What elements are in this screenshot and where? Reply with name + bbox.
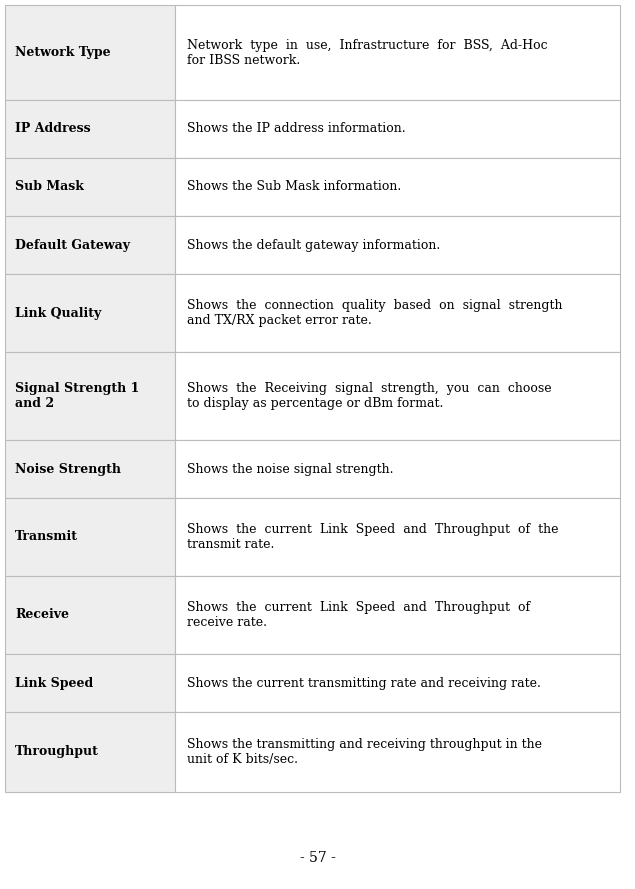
Bar — [5, 352, 175, 440]
Text: Receive: Receive — [15, 608, 69, 621]
Bar — [175, 440, 620, 498]
Bar — [175, 712, 620, 792]
Bar — [5, 158, 175, 216]
Bar — [5, 274, 175, 352]
Bar — [5, 440, 175, 498]
Text: Link Quality: Link Quality — [15, 307, 101, 319]
Text: Noise Strength: Noise Strength — [15, 462, 121, 476]
Bar — [5, 712, 175, 792]
Text: Throughput: Throughput — [15, 746, 99, 758]
Bar — [175, 498, 620, 576]
Text: Shows the IP address information.: Shows the IP address information. — [187, 123, 406, 135]
Text: Shows  the  connection  quality  based  on  signal  strength
and TX/RX packet er: Shows the connection quality based on si… — [187, 299, 563, 327]
Bar — [175, 216, 620, 274]
Bar — [175, 5, 620, 100]
Bar — [175, 158, 620, 216]
Text: Network Type: Network Type — [15, 46, 110, 59]
Text: Shows the current transmitting rate and receiving rate.: Shows the current transmitting rate and … — [187, 677, 541, 690]
Bar — [175, 576, 620, 654]
Bar — [5, 576, 175, 654]
Text: Shows the transmitting and receiving throughput in the
unit of K bits/sec.: Shows the transmitting and receiving thr… — [187, 738, 542, 766]
Bar — [5, 100, 175, 158]
Text: Shows the default gateway information.: Shows the default gateway information. — [187, 238, 440, 252]
Bar — [5, 498, 175, 576]
Bar — [175, 100, 620, 158]
Bar — [175, 274, 620, 352]
Text: Sub Mask: Sub Mask — [15, 180, 84, 194]
Bar — [175, 352, 620, 440]
Text: Shows the Sub Mask information.: Shows the Sub Mask information. — [187, 180, 401, 194]
Bar — [5, 216, 175, 274]
Text: Shows  the  Receiving  signal  strength,  you  can  choose
to display as percent: Shows the Receiving signal strength, you… — [187, 382, 552, 410]
Bar — [5, 5, 175, 100]
Text: Network  type  in  use,  Infrastructure  for  BSS,  Ad-Hoc
for IBSS network.: Network type in use, Infrastructure for … — [187, 38, 547, 67]
Text: Shows the noise signal strength.: Shows the noise signal strength. — [187, 462, 394, 476]
Text: Default Gateway: Default Gateway — [15, 238, 130, 252]
Text: Shows  the  current  Link  Speed  and  Throughput  of
receive rate.: Shows the current Link Speed and Through… — [187, 601, 530, 629]
Bar — [175, 654, 620, 712]
Text: Signal Strength 1
and 2: Signal Strength 1 and 2 — [15, 382, 139, 410]
Text: IP Address: IP Address — [15, 123, 91, 135]
Bar — [5, 654, 175, 712]
Text: Link Speed: Link Speed — [15, 677, 93, 690]
Text: Shows  the  current  Link  Speed  and  Throughput  of  the
transmit rate.: Shows the current Link Speed and Through… — [187, 523, 559, 551]
Text: Transmit: Transmit — [15, 531, 78, 543]
Text: - 57 -: - 57 - — [300, 851, 335, 865]
